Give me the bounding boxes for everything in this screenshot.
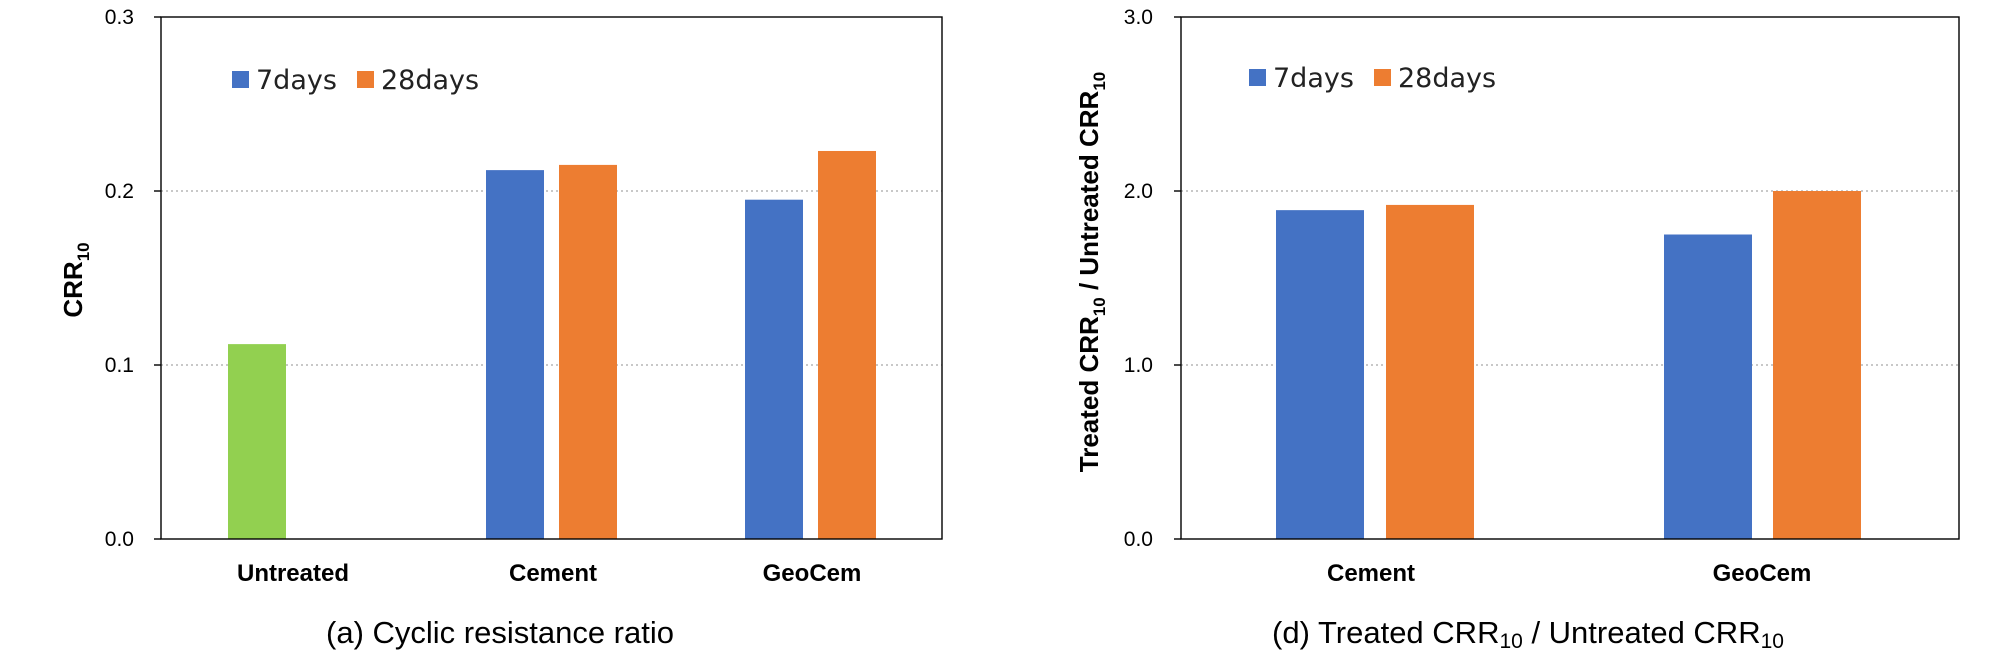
chart-d-bars [1276, 191, 1861, 540]
chart-a-y-ticks [154, 16, 161, 540]
bar-geocem-7days [745, 199, 803, 539]
chart-d: 0.0 1.0 2.0 3.0 Treated CRR10 / Untreate… [1074, 6, 1960, 653]
y-tick-label: 0.2 [105, 180, 134, 203]
legend-label-7days: 7days [1273, 63, 1354, 94]
chart-d-legend: 7days 28days [1249, 63, 1496, 94]
y-tick-label: 0.3 [105, 6, 134, 29]
legend-swatch-7days [232, 71, 249, 88]
subscript: 10 [1090, 72, 1109, 91]
chart-a-bars [228, 150, 876, 540]
x-category-label: Untreated [237, 560, 349, 587]
chart-d-y-axis-label: Treated CRR10 / Untreated CRR10 [1074, 72, 1109, 473]
chart-a-y-axis-label: CRR10 [58, 242, 93, 317]
legend-swatch-7days [1249, 69, 1266, 86]
chart-d-y-ticks [1174, 16, 1181, 540]
x-category-label: GeoCem [1713, 560, 1812, 587]
legend-swatch-28days [357, 71, 374, 88]
y-tick-label: 2.0 [1124, 180, 1153, 203]
bar-geocem-28days [818, 150, 876, 540]
subscript: 10 [1761, 630, 1784, 653]
legend-label-28days: 28days [1398, 63, 1496, 94]
chart-a: 0.0 0.1 0.2 0.3 CRR10 Untreated Cement G… [58, 6, 943, 650]
bar-cement-7days [1276, 210, 1364, 539]
subscript: 10 [1090, 297, 1109, 316]
bar-geocem-7days [1664, 234, 1752, 539]
y-tick-label: 0.0 [105, 528, 134, 551]
x-category-label: Cement [1327, 560, 1415, 587]
chart-a-gridlines [161, 190, 942, 366]
chart-a-legend: 7days 28days [232, 65, 479, 96]
y-tick-label: 0.0 [1124, 528, 1153, 551]
subscript: 10 [74, 242, 93, 261]
chart-d-caption: (d) Treated CRR10 / Untreated CRR10 [1272, 615, 1784, 653]
legend-label-28days: 28days [381, 65, 479, 96]
y-tick-label: 1.0 [1124, 354, 1153, 377]
bar-cement-28days [559, 164, 617, 539]
chart-a-plot-frame [160, 16, 943, 540]
legend-swatch-28days [1374, 69, 1391, 86]
bar-cement-7days [486, 170, 544, 539]
bar-geocem-28days [1773, 191, 1861, 539]
x-category-label: GeoCem [763, 560, 862, 587]
bar-cement-28days [1386, 204, 1474, 540]
y-tick-label: 0.1 [105, 354, 134, 377]
chart-d-plot-frame [1180, 16, 1960, 540]
chart-a-caption: (a) Cyclic resistance ratio [326, 615, 674, 650]
y-tick-label: 3.0 [1124, 6, 1153, 29]
x-category-label: Cement [509, 560, 597, 587]
legend-label-7days: 7days [256, 65, 337, 96]
bar-untreated [228, 344, 286, 539]
subscript: 10 [1499, 630, 1522, 653]
